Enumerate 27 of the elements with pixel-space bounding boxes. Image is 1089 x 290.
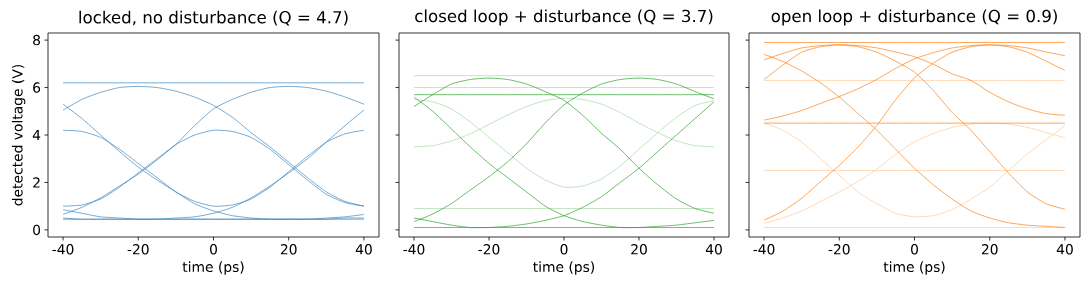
chart-title: locked, no disturbance (Q = 4.7) <box>79 10 348 26</box>
y-tick-label: 4 <box>32 129 41 141</box>
x-tick-label: -20 <box>478 244 500 255</box>
x-axis-title: time (ps) <box>883 261 945 275</box>
y-tick-label: 0 <box>33 224 41 236</box>
y-axis-title: detected voltage (V) <box>11 64 26 206</box>
x-tick-label: 0 <box>911 244 918 255</box>
x-tick-label: -40 <box>52 244 74 255</box>
x-tick-label: -40 <box>753 244 775 255</box>
x-tick-label: -20 <box>828 244 850 255</box>
y-tick-label: 2 <box>33 177 40 188</box>
x-axis-title: time (ps) <box>182 261 244 275</box>
x-axis-title: time (ps) <box>533 261 595 275</box>
x-tick-label: 20 <box>981 244 998 255</box>
y-tick-label: 8 <box>33 34 41 46</box>
x-tick-label: 40 <box>355 244 372 255</box>
x-tick-label: 40 <box>705 244 722 255</box>
x-tick-label: 40 <box>1056 244 1073 255</box>
x-tick-label: 20 <box>280 244 297 255</box>
x-tick-label: 0 <box>210 244 217 255</box>
chart-title: open loop + disturbance (Q = 0.9) <box>771 9 1057 26</box>
chart-title: closed loop + disturbance (Q = 3.7) <box>415 9 713 26</box>
y-tick-label: 6 <box>33 82 41 93</box>
x-tick-label: -40 <box>403 244 425 255</box>
x-tick-label: 20 <box>631 244 647 255</box>
x-tick-label: 0 <box>560 244 568 255</box>
x-tick-label: -20 <box>127 244 149 255</box>
